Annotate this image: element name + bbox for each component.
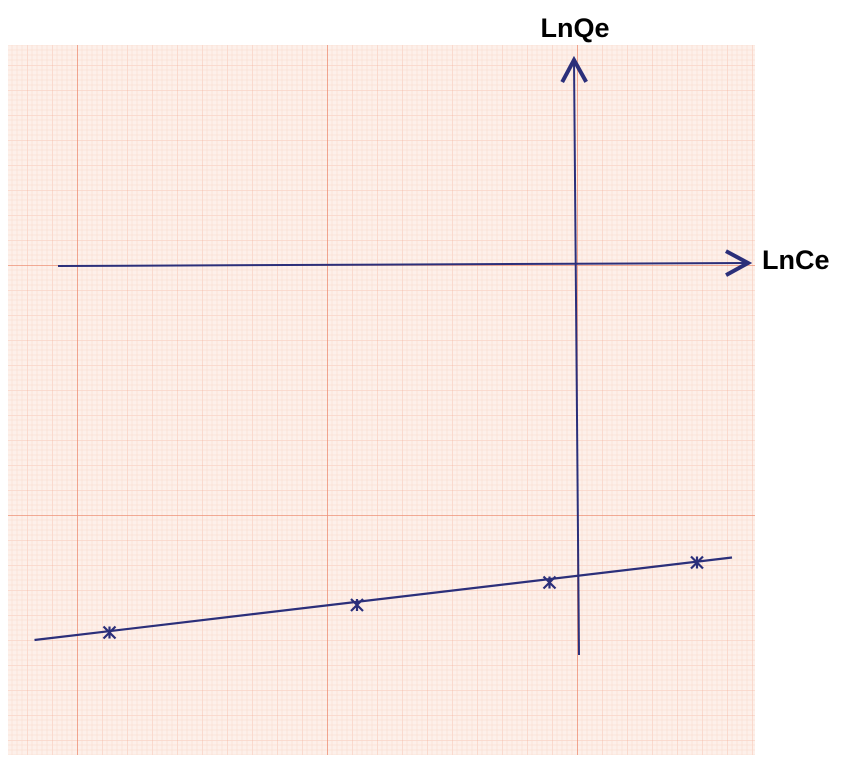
major-grid xyxy=(8,45,755,755)
x-axis-label: LnCe xyxy=(762,245,830,275)
y-axis-label: LnQe xyxy=(540,13,609,43)
chart: LnQe LnCe xyxy=(0,0,853,760)
